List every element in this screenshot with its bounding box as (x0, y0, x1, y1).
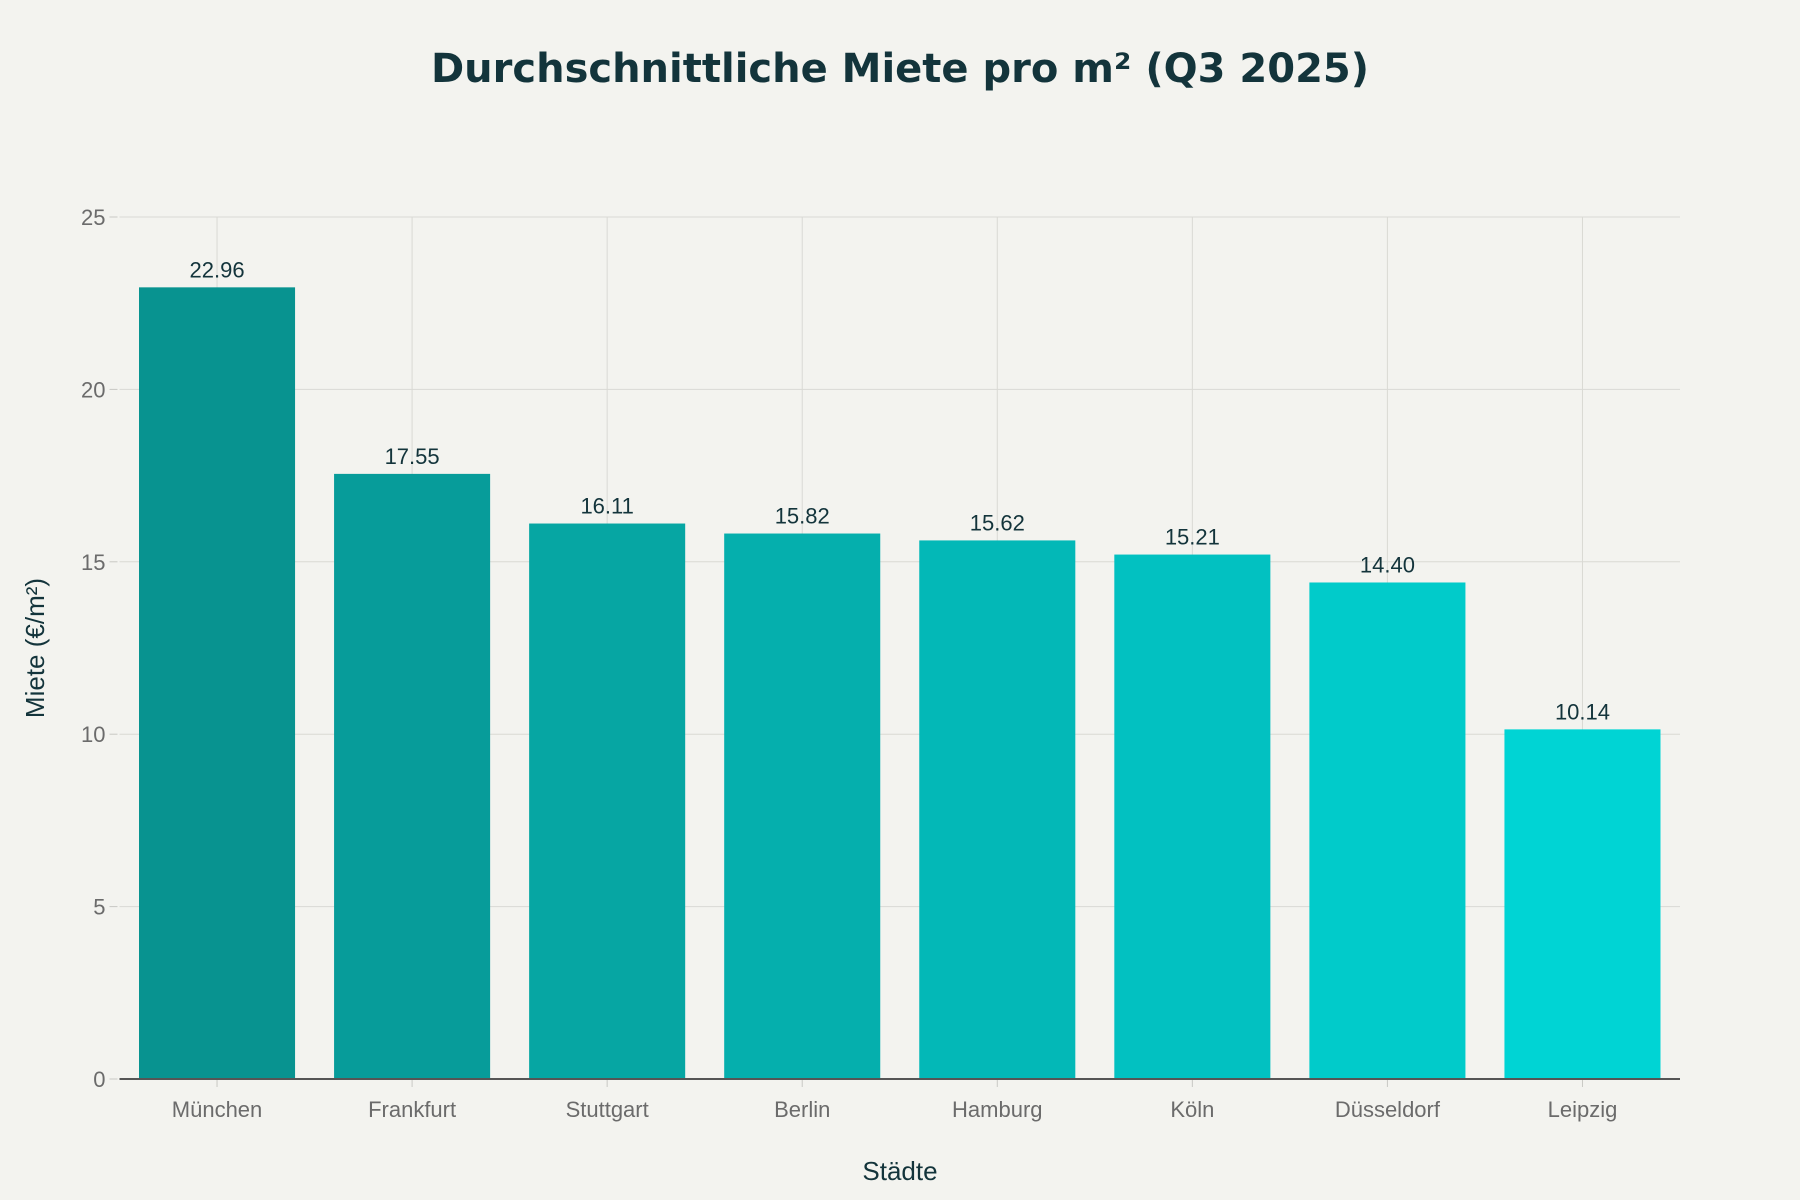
bar-frankfurt (334, 473, 491, 1080)
y-tick-label: 5 (93, 895, 105, 920)
x-tick-label: Frankfurt (368, 1097, 456, 1122)
data-label: 15.62 (970, 510, 1025, 535)
axes: 0 5 10 15 20 25 München Frankfurt Stuttgart Berli… (81, 205, 1680, 1122)
data-label: 14.40 (1360, 552, 1415, 577)
y-tick-label: 15 (81, 550, 105, 575)
x-tick-label: Stuttgart (566, 1097, 649, 1122)
x-tick-label: Berlin (774, 1097, 830, 1122)
x-tick-label: Düsseldorf (1335, 1097, 1441, 1122)
bar-berlin (724, 533, 881, 1079)
x-axis-title: Städte (862, 1156, 937, 1186)
bar-hamburg (919, 540, 1076, 1079)
chart-title: Durchschnittliche Miete pro m² (Q3 2025) (431, 46, 1369, 92)
bar-münchen (139, 287, 296, 1079)
y-tick-label: 25 (81, 205, 105, 230)
y-tick-label: 20 (81, 377, 105, 402)
data-label: 16.11 (580, 494, 633, 519)
y-axis-title: Miete (€/m²) (20, 578, 50, 718)
y-tick-label: 10 (81, 722, 105, 747)
x-tick-label: München (172, 1097, 263, 1122)
bar-düsseldorf (1309, 582, 1466, 1079)
bar-stuttgart (529, 523, 686, 1079)
y-tick-label: 0 (93, 1067, 105, 1092)
data-label: 17.55 (385, 444, 440, 469)
x-tick-label: Leipzig (1548, 1097, 1618, 1122)
data-label: 15.82 (775, 504, 830, 529)
x-tick-label: Köln (1170, 1097, 1214, 1122)
data-label: 22.96 (190, 257, 245, 282)
x-tick-label: Hamburg (952, 1097, 1042, 1122)
bar-leipzig (1504, 729, 1661, 1079)
bar-köln (1114, 554, 1271, 1079)
bars: 22.96 17.55 16.11 15.82 15.62 15.21 14.40 10.14 (139, 257, 1661, 1080)
data-label: 10.14 (1555, 699, 1610, 724)
data-label: 15.21 (1165, 525, 1220, 550)
